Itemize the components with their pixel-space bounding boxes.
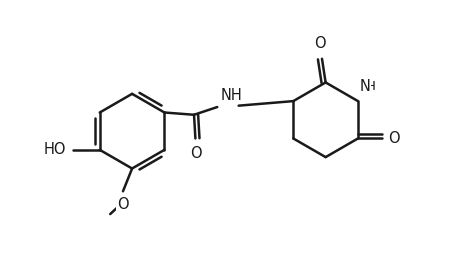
Text: O: O (313, 36, 325, 52)
Text: O: O (388, 131, 399, 146)
Text: N: N (358, 79, 369, 94)
Text: O: O (117, 197, 129, 212)
Text: O: O (190, 146, 202, 161)
Text: NH: NH (220, 88, 242, 103)
Text: H: H (364, 80, 375, 93)
Text: HO: HO (44, 142, 66, 157)
